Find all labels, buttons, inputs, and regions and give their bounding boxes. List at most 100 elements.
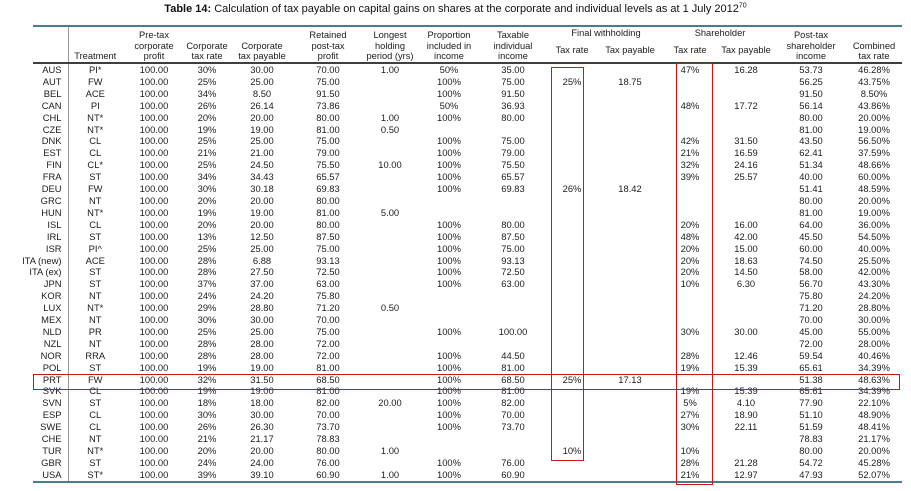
cell: CL bbox=[89, 409, 102, 421]
cell bbox=[360, 421, 420, 433]
cell: 65.61 bbox=[799, 385, 823, 397]
cell: 100.00 bbox=[139, 75, 169, 87]
row-label-country: LUX bbox=[33, 302, 69, 315]
cell: 100% bbox=[437, 111, 461, 123]
cell: 100% bbox=[437, 266, 461, 278]
cell: 19.00% bbox=[858, 123, 890, 135]
cell bbox=[548, 338, 596, 350]
cell bbox=[548, 255, 596, 267]
cell: 81.00 bbox=[316, 206, 340, 218]
cell: 28.00 bbox=[250, 337, 274, 349]
cell: 43.30% bbox=[858, 278, 890, 290]
cell: 51.38 bbox=[799, 373, 823, 385]
table-row: JPN ST 100.00 37% 37.00 63.00 100% 63.00 10% 6.30… bbox=[33, 278, 902, 291]
cell: 20.00 bbox=[250, 111, 274, 123]
row-label-country: GRC bbox=[33, 194, 69, 207]
cell: 75.50 bbox=[501, 159, 525, 171]
cell: 26% bbox=[562, 183, 582, 195]
cell: 48.90% bbox=[858, 409, 890, 421]
cell bbox=[716, 290, 776, 302]
cell: 80.00 bbox=[316, 194, 340, 206]
table-body: AUS PI* 100.00 30% 30.00 70.00 1.00 50% 35.00 47%… bbox=[22, 63, 902, 482]
cell: 65.57 bbox=[501, 171, 525, 183]
table-row: SVK CL 100.00 19% 19.00 81.00 100% 81.00 19% 15.3… bbox=[33, 385, 902, 398]
cell: 12.50 bbox=[250, 230, 274, 242]
cell: FW bbox=[87, 183, 103, 195]
cell: 27% bbox=[680, 409, 700, 421]
header-holding-period: Longest holding period (yrs) bbox=[366, 30, 414, 62]
cell bbox=[548, 278, 596, 290]
cell: 100.00 bbox=[139, 64, 169, 75]
cell: 26% bbox=[197, 421, 217, 433]
cell: 60.00% bbox=[858, 171, 890, 183]
cell: 25% bbox=[562, 75, 582, 87]
cell: 1.00 bbox=[380, 445, 400, 456]
cell: 28.80% bbox=[858, 302, 890, 314]
table-row: IRL ST 100.00 13% 12.50 87.50 100% 87.50 48% 42.0… bbox=[33, 230, 902, 243]
cell: ST bbox=[89, 278, 102, 290]
cell: 100.00 bbox=[139, 361, 169, 373]
cell: 81.00 bbox=[501, 385, 525, 397]
country-code: POL bbox=[42, 361, 62, 373]
country-code: SVK bbox=[42, 385, 62, 397]
row-label-country: ITA (new) bbox=[22, 254, 69, 267]
cell: 78.83 bbox=[799, 433, 823, 445]
table-row: ISR PI^ 100.00 25% 25.00 75.00 100% 75.00 20% 15.… bbox=[33, 242, 902, 255]
cell: 18.42 bbox=[618, 183, 642, 195]
cell: 39.10 bbox=[250, 468, 274, 480]
country-code: NLD bbox=[42, 325, 62, 337]
cell: CL bbox=[89, 385, 102, 397]
cell bbox=[716, 374, 776, 386]
cell: 20% bbox=[680, 242, 700, 254]
cell: 56.70 bbox=[799, 278, 823, 290]
cell: 20% bbox=[197, 445, 217, 456]
table-row: PRT FW 100.00 32% 31.50 68.50 100% 68.50 25% 17.1… bbox=[33, 373, 902, 386]
cell: 20.00 bbox=[250, 194, 274, 206]
cell bbox=[548, 100, 596, 112]
cell bbox=[548, 385, 596, 397]
cell bbox=[664, 207, 716, 219]
cell: 18.90 bbox=[734, 409, 758, 421]
cell bbox=[548, 362, 596, 374]
cell bbox=[596, 231, 664, 243]
cell: 100.00 bbox=[139, 183, 169, 195]
cell: 100.00 bbox=[139, 433, 169, 445]
cell bbox=[360, 433, 420, 445]
cell: 42% bbox=[680, 135, 700, 147]
row-label-country: HUN bbox=[33, 206, 69, 219]
cell bbox=[360, 171, 420, 183]
row-label-country: POL bbox=[33, 361, 69, 374]
cell: 16.28 bbox=[734, 64, 758, 75]
cell: ACE bbox=[85, 254, 105, 266]
cell: 34% bbox=[197, 171, 217, 183]
cell: 25.00 bbox=[250, 75, 274, 87]
cell bbox=[360, 350, 420, 362]
cell bbox=[420, 445, 478, 457]
table-row: SVN ST 100.00 18% 18.00 82.00 20.00 100% 82.00 5%… bbox=[33, 397, 902, 410]
cell: 80.00 bbox=[501, 111, 525, 123]
cell: 22.11 bbox=[734, 421, 758, 433]
cell bbox=[420, 338, 478, 350]
cell: 68.50 bbox=[501, 373, 525, 385]
cell: 100.00 bbox=[139, 242, 169, 254]
cell: 87.50 bbox=[501, 230, 525, 242]
cell: 73.86 bbox=[316, 99, 340, 111]
cell: 42.00% bbox=[858, 266, 890, 278]
cell: 71.20 bbox=[799, 302, 823, 314]
cell bbox=[478, 338, 548, 350]
cell: 51.34 bbox=[799, 159, 823, 171]
cell: 25% bbox=[197, 242, 217, 254]
row-label-country: EST bbox=[33, 147, 69, 160]
cell: 51.10 bbox=[799, 409, 823, 421]
cell: ST bbox=[89, 456, 102, 468]
cell: 32% bbox=[197, 373, 217, 385]
country-code: FRA bbox=[42, 171, 62, 183]
cell: 75.00 bbox=[501, 135, 525, 147]
cell bbox=[596, 350, 664, 362]
cell: 0.50 bbox=[380, 302, 400, 314]
cell: 100.00 bbox=[139, 266, 169, 278]
table-row: CAN PI 100.00 26% 26.14 73.86 50% 36.93 48% 17.72… bbox=[33, 99, 902, 112]
country-code: PRT bbox=[42, 373, 62, 385]
cell bbox=[548, 469, 596, 482]
cell: 70.00 bbox=[799, 314, 823, 326]
